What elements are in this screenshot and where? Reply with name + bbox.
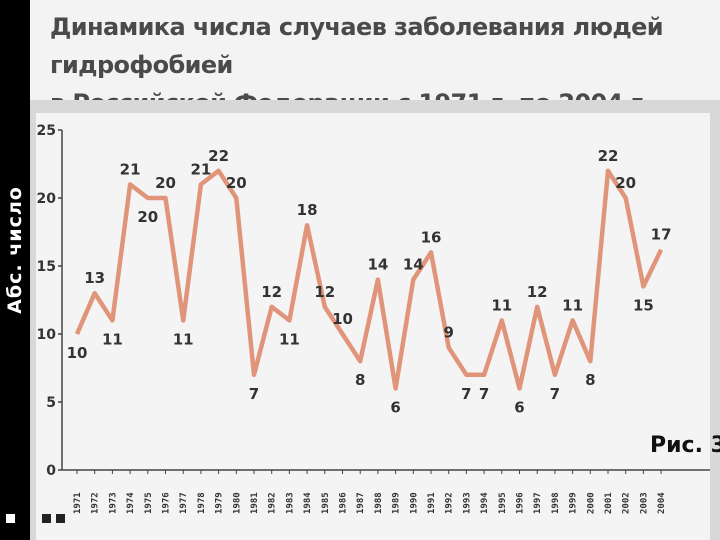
x-tick-label: 1980 (232, 492, 242, 514)
data-label: 16 (421, 228, 442, 246)
x-tick-label: 2002 (622, 492, 632, 514)
data-label: 6 (514, 398, 524, 416)
plot-area (36, 113, 710, 540)
x-tick-label: 2003 (639, 492, 649, 514)
x-tick-label: 1990 (409, 492, 419, 514)
data-label: 10 (67, 344, 88, 362)
data-label: 11 (173, 330, 194, 348)
data-label: 21 (190, 160, 211, 178)
x-tick-label: 1994 (480, 492, 490, 514)
data-label: 7 (249, 385, 259, 403)
x-tick-label: 1972 (91, 492, 101, 514)
y-tick-label: 20 (37, 191, 57, 207)
x-tick-label: 1979 (215, 492, 225, 514)
bullet-square (6, 514, 15, 523)
data-label: 20 (226, 174, 247, 192)
y-tick-label: 10 (37, 327, 57, 343)
data-label: 17 (651, 226, 672, 244)
x-tick-label: 1971 (73, 492, 83, 514)
x-tick-label: 1998 (551, 492, 561, 514)
data-label: 20 (615, 174, 636, 192)
x-tick-label: 1995 (498, 492, 508, 514)
x-tick-label: 1997 (533, 492, 543, 514)
data-label: 22 (208, 147, 229, 165)
y-tick-label: 0 (46, 463, 56, 479)
data-label: 7 (479, 385, 489, 403)
title-line-1: Динамика числа случаев заболевания людей… (50, 13, 664, 79)
x-tick-labels: 1971 1972 1973 1974 1975 1976 1977 1978 1979 1980… (73, 492, 667, 514)
x-tick-label: 2004 (657, 492, 667, 514)
x-tick-label: 1978 (197, 492, 207, 514)
x-tick-label: 1996 (516, 492, 526, 514)
data-label: 20 (155, 174, 176, 192)
x-tick-label: 1983 (285, 492, 295, 514)
data-label: 8 (585, 371, 595, 389)
series-line (74, 168, 664, 391)
data-label: 10 (332, 310, 353, 328)
data-label: 12 (261, 283, 282, 301)
decor-square-2 (56, 514, 65, 523)
data-label: 12 (527, 283, 548, 301)
axes (58, 129, 710, 474)
x-tick-label: 1993 (462, 492, 472, 514)
x-tick-label: 1988 (374, 492, 384, 514)
data-label: 9 (443, 324, 453, 342)
data-label: 7 (461, 385, 471, 403)
decor-square-1 (42, 514, 51, 523)
data-label: 18 (297, 201, 318, 219)
x-tick-label: 1977 (179, 492, 189, 514)
x-tick-label: 2001 (604, 492, 614, 514)
y-tick-label: 15 (37, 259, 56, 275)
data-label: 13 (84, 269, 105, 287)
x-tick-label: 1982 (268, 492, 278, 514)
data-labels: 1013112120201121222071211181210814614169… (67, 147, 672, 417)
x-tick-label: 2000 (586, 492, 596, 514)
data-label: 14 (403, 256, 424, 274)
x-tick-label: 1975 (144, 492, 154, 514)
data-label: 7 (550, 385, 560, 403)
x-tick-label: 1989 (392, 492, 402, 514)
data-label: 6 (390, 398, 400, 416)
x-tick-label: 1999 (569, 492, 579, 514)
data-label: 20 (137, 208, 158, 226)
x-tick-label: 1973 (108, 492, 118, 514)
x-tick-label: 1981 (250, 492, 260, 514)
data-label: 11 (279, 330, 300, 348)
data-label: 11 (102, 330, 123, 348)
y-tick-label: 25 (37, 123, 56, 139)
left-strip: Абс. число (0, 0, 30, 540)
data-label: 15 (633, 296, 654, 314)
x-tick-label: 1987 (356, 492, 366, 514)
x-tick-label: 1985 (321, 492, 331, 514)
x-tick-label: 1976 (162, 492, 172, 514)
data-label: 14 (367, 256, 388, 274)
data-label: 21 (120, 160, 141, 178)
data-label: 12 (314, 283, 335, 301)
data-label: 8 (355, 371, 365, 389)
x-tick-label: 1986 (339, 492, 349, 514)
y-tick-labels: 0 5 10 15 20 25 (37, 123, 57, 479)
data-label: 11 (562, 296, 583, 314)
x-tick-label: 1992 (445, 492, 455, 514)
y-tick-label: 5 (46, 395, 56, 411)
x-tick-label: 1984 (303, 492, 313, 514)
x-tick-label: 1974 (126, 492, 136, 514)
data-label: 11 (491, 296, 512, 314)
figure-label: Рис. 3 (650, 433, 720, 458)
data-label: 22 (598, 147, 619, 165)
x-tick-label: 1991 (427, 492, 437, 514)
